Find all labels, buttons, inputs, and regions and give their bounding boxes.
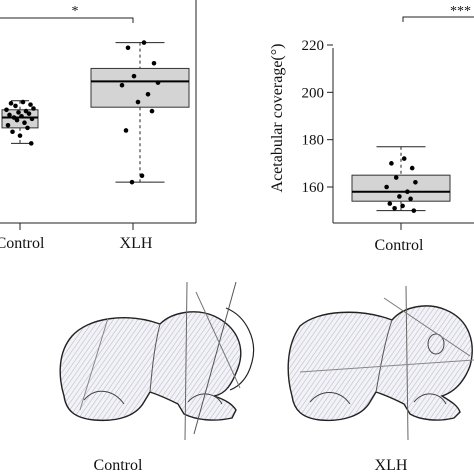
control-caption: Control (94, 457, 143, 474)
right-x-tick-label-control: Control (375, 237, 424, 254)
control-right-data-point (400, 203, 405, 209)
control-right-data-point (411, 208, 417, 213)
right-significance-label: *** (450, 4, 471, 19)
control-axis-line-4 (79, 317, 109, 411)
femur-illustration-xlh: XLH (287, 285, 474, 474)
control-right-data-point (413, 179, 418, 185)
xlh-left-data-point (135, 99, 141, 105)
xlh-condyle-contour (309, 392, 351, 405)
xlh-axis-line-1 (405, 285, 409, 441)
control-left-data-point (4, 107, 9, 113)
right-y-tick-label: 180 (302, 133, 325, 149)
xlh-left-data-point (119, 82, 125, 88)
left-significance-bracket (0, 17, 134, 23)
control-right-data-point (389, 161, 394, 166)
control-right-data-point (393, 175, 399, 180)
control-right-data-point (392, 206, 397, 211)
control-left-data-point (7, 112, 12, 118)
control-left-data-point (5, 122, 11, 128)
control-left-data-point (25, 125, 30, 131)
control-notch-line (149, 323, 161, 393)
control-right-data-point (405, 189, 410, 195)
control-left-data-point (17, 133, 23, 138)
control-right-data-point (397, 194, 402, 199)
control-right-data-point (408, 196, 413, 202)
control-right-data-point (387, 201, 393, 206)
right-y-axis-label: Acetabular coverage(°) (269, 44, 286, 193)
control-axis-line-3 (195, 291, 241, 389)
right-y-tick-label: 200 (302, 85, 325, 101)
left-x-tick-label-xlh: XLH (120, 235, 153, 252)
control-femur-outline (59, 311, 242, 422)
left-boxplot: * Control XLH (0, 0, 197, 252)
control-axis-line-1 (184, 281, 188, 441)
control-condyle-contour (83, 390, 125, 405)
xlh-left-data-point (125, 45, 131, 51)
xlh-caption: XLH (375, 457, 408, 474)
control-left-data-point (31, 106, 36, 111)
control-right-data-point (384, 184, 389, 190)
femur-illustration-control: Control (59, 281, 255, 474)
control-left-data-point (10, 129, 15, 135)
xlh-left-iqr-box (90, 67, 190, 108)
control-left-data-point (23, 108, 29, 114)
control-left-data-point (13, 103, 18, 109)
control-left-data-point (22, 120, 27, 126)
xlh-left-data-point (141, 40, 147, 45)
xlh-left-data-point (131, 73, 137, 79)
xlh-femur-outline (287, 305, 473, 422)
control-left-data-point (14, 117, 20, 123)
control-left-data-point (16, 110, 21, 115)
xlh-left-data-point (149, 108, 155, 114)
left-significance-label: * (72, 4, 79, 19)
xlh-notch-line (375, 319, 393, 393)
control-left-data-point (29, 116, 35, 122)
xlh-condyle-contour-right (413, 393, 447, 405)
control-right-data-point (401, 156, 407, 161)
right-y-tick-label: 160 (302, 180, 325, 196)
control-left-data-point (28, 102, 33, 107)
xlh-axis-line-2 (383, 297, 471, 357)
xlh-left-data-point (139, 173, 145, 178)
xlh-left-data-point (123, 128, 129, 133)
control-left-data-point (8, 101, 14, 106)
right-significance-bracket (402, 16, 474, 22)
xlh-left-data-point (129, 179, 135, 185)
control-left-data-point (20, 99, 26, 105)
xlh-left-data-point (155, 80, 161, 85)
right-y-tick-label: 220 (302, 38, 325, 54)
control-left-data-point (26, 111, 32, 116)
control-axis-line-2 (193, 281, 237, 435)
control-left-data-point (11, 115, 17, 120)
xlh-left-data-point (151, 60, 157, 66)
control-right-data-point (409, 165, 415, 171)
control-left-data-point (28, 141, 34, 146)
xlh-axis-line-3 (299, 359, 474, 373)
left-x-tick-label-control: Control (0, 235, 45, 252)
control-condyle-contour-right (187, 393, 223, 405)
control-left-data-point (19, 113, 24, 119)
xlh-joint-circle (427, 333, 445, 355)
xlh-left-data-point (145, 91, 151, 97)
